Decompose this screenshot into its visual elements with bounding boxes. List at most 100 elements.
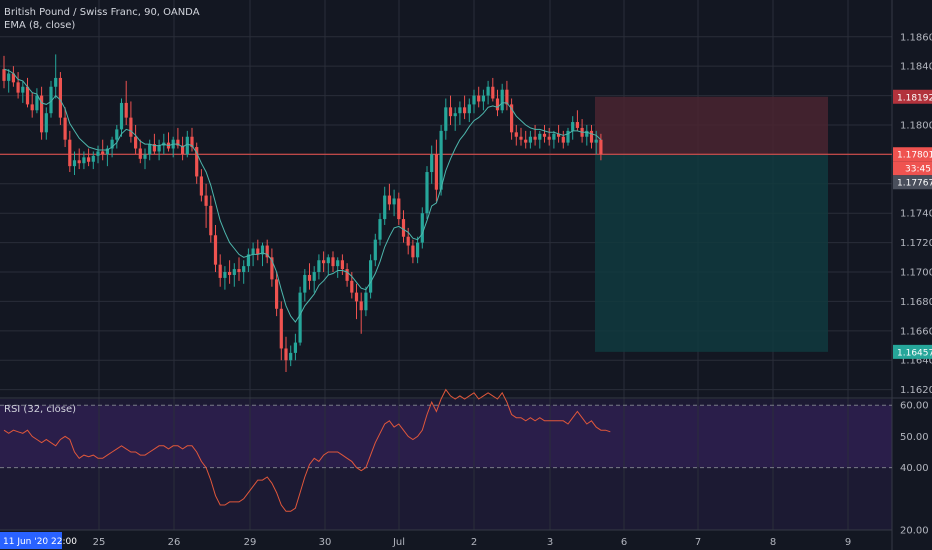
- price-tick-label: 1.16600: [900, 326, 932, 337]
- candle-body: [585, 130, 589, 137]
- stop-price-tag-bg: [893, 89, 932, 104]
- date-cursor-tag: 11 Jun '20 22:00: [3, 537, 77, 547]
- candle-body: [416, 242, 420, 258]
- price-tick-label: 1.17000: [900, 268, 932, 279]
- price-tags-layer: 1.18192 1.17801 33:45 1.17767 1.16457: [893, 89, 932, 359]
- candle-body: [561, 136, 565, 143]
- time-tick-label: 30: [319, 537, 332, 548]
- candle-body: [270, 257, 274, 280]
- candle-body: [444, 107, 448, 131]
- candle-body: [124, 102, 128, 118]
- candle-body: [467, 104, 471, 114]
- candle-body: [434, 154, 438, 190]
- candle-body: [369, 260, 373, 293]
- candle-body: [11, 73, 15, 83]
- candle-body: [242, 266, 246, 273]
- time-tick-label: 25: [93, 537, 106, 548]
- candle-body: [190, 136, 194, 148]
- candle-body: [63, 117, 67, 140]
- candle-body: [251, 248, 255, 255]
- last-price-tag: 1.17801: [897, 151, 932, 161]
- candle-body: [397, 198, 401, 220]
- candle-body: [392, 198, 396, 205]
- candle-body: [594, 139, 598, 143]
- candle-body: [284, 348, 288, 361]
- candle-body: [552, 133, 556, 140]
- candle-body: [115, 129, 119, 140]
- candle-body: [246, 254, 250, 267]
- candle-body: [298, 292, 302, 343]
- rsi-layer: [3, 388, 611, 512]
- ema-legend: EMA (8, close): [4, 20, 75, 31]
- candle-body: [237, 269, 241, 273]
- date-cursor-tag-bg: [0, 532, 62, 549]
- price-tick-label: 1.17200: [900, 238, 932, 249]
- candle-body: [514, 132, 518, 137]
- time-tick-label: 29: [244, 537, 257, 548]
- candle-body: [176, 139, 180, 146]
- candle-body: [265, 245, 269, 258]
- chart-title: British Pound / Swiss Franc, 90, OANDA: [4, 7, 200, 18]
- candle-body: [401, 219, 406, 237]
- candle-body: [326, 257, 330, 264]
- candle-body: [129, 117, 133, 137]
- time-tick-label: 8: [770, 537, 776, 548]
- candle-body: [30, 104, 34, 111]
- price-tick-label: 1.18000: [900, 120, 932, 131]
- candle-body: [2, 69, 6, 81]
- price-tick-label: 1.18600: [900, 32, 932, 43]
- candle-body: [557, 133, 561, 137]
- ema-layer: [3, 68, 602, 323]
- stop-loss-zone: [595, 96, 828, 155]
- candle-body: [87, 157, 91, 162]
- candle-body: [82, 157, 86, 164]
- candle-body: [528, 136, 532, 143]
- candle-body: [307, 274, 312, 281]
- candle-body: [134, 136, 138, 149]
- candle-body: [589, 130, 594, 143]
- candle-body: [448, 107, 453, 117]
- position-zones-layer: [0, 96, 892, 352]
- target-price-tag-bg: [893, 344, 932, 359]
- candle-body: [96, 151, 100, 156]
- candle-body: [477, 95, 481, 102]
- candle-body: [439, 130, 443, 190]
- candle-body: [16, 82, 20, 93]
- candle-body: [500, 89, 504, 111]
- candle-body: [425, 172, 429, 214]
- candle-body: [463, 107, 467, 114]
- price-tick-label: 1.17400: [900, 209, 932, 220]
- candle-body: [185, 136, 189, 155]
- candle-body: [49, 86, 53, 114]
- candle-body: [204, 195, 208, 206]
- price-tick-label: 1.16400: [900, 356, 932, 367]
- candle-body: [566, 130, 570, 143]
- candle-body: [275, 279, 279, 309]
- candle-body: [373, 239, 377, 261]
- candle-body: [312, 272, 316, 281]
- time-tick-label: 26: [168, 537, 181, 548]
- candle-body: [256, 248, 260, 255]
- candle-body: [199, 176, 203, 196]
- candle-body: [322, 260, 326, 264]
- rsi-band-fill: [0, 405, 892, 468]
- countdown-tag-bg: [893, 161, 932, 176]
- candle-body: [58, 77, 62, 118]
- rsi-legend: RSI (32, close): [4, 404, 76, 415]
- candle-body: [91, 155, 95, 162]
- candle-body: [25, 86, 30, 105]
- candle-body: [495, 98, 500, 111]
- candle-body: [406, 236, 410, 246]
- candle-body: [354, 292, 359, 302]
- price-tick-label: 1.16800: [900, 297, 932, 308]
- time-tick-label: 3: [547, 537, 553, 548]
- candle-body: [538, 133, 542, 140]
- candle-body: [21, 86, 25, 93]
- candle-body: [571, 122, 575, 131]
- take-profit-zone: [595, 154, 828, 352]
- last-price-tag-bg: [893, 147, 932, 162]
- candle-body: [293, 342, 297, 353]
- candle-body: [575, 122, 579, 128]
- candle-body: [364, 292, 368, 311]
- candle-body: [68, 139, 72, 167]
